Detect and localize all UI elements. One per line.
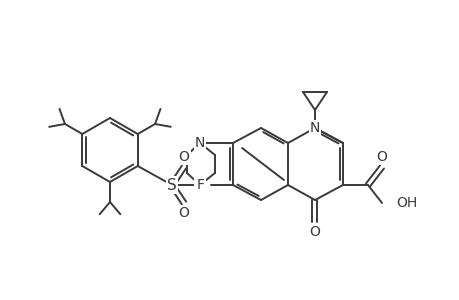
- Text: N: N: [195, 136, 205, 150]
- Text: O: O: [178, 206, 189, 220]
- Text: O: O: [178, 206, 189, 220]
- Text: O: O: [309, 225, 320, 239]
- Text: N: N: [309, 121, 319, 135]
- Text: N: N: [309, 121, 319, 135]
- Text: OH: OH: [395, 196, 416, 210]
- Text: O: O: [178, 150, 189, 164]
- Text: F: F: [196, 178, 205, 192]
- Text: O: O: [376, 150, 386, 164]
- Text: N: N: [195, 136, 205, 150]
- Text: O: O: [376, 150, 386, 164]
- Text: S: S: [167, 178, 177, 193]
- Text: S: S: [167, 178, 177, 193]
- Text: N: N: [195, 178, 205, 192]
- Text: F: F: [196, 178, 205, 192]
- Text: O: O: [178, 150, 189, 164]
- Text: N: N: [195, 178, 205, 192]
- Text: O: O: [309, 225, 320, 239]
- Text: OH: OH: [395, 196, 416, 210]
